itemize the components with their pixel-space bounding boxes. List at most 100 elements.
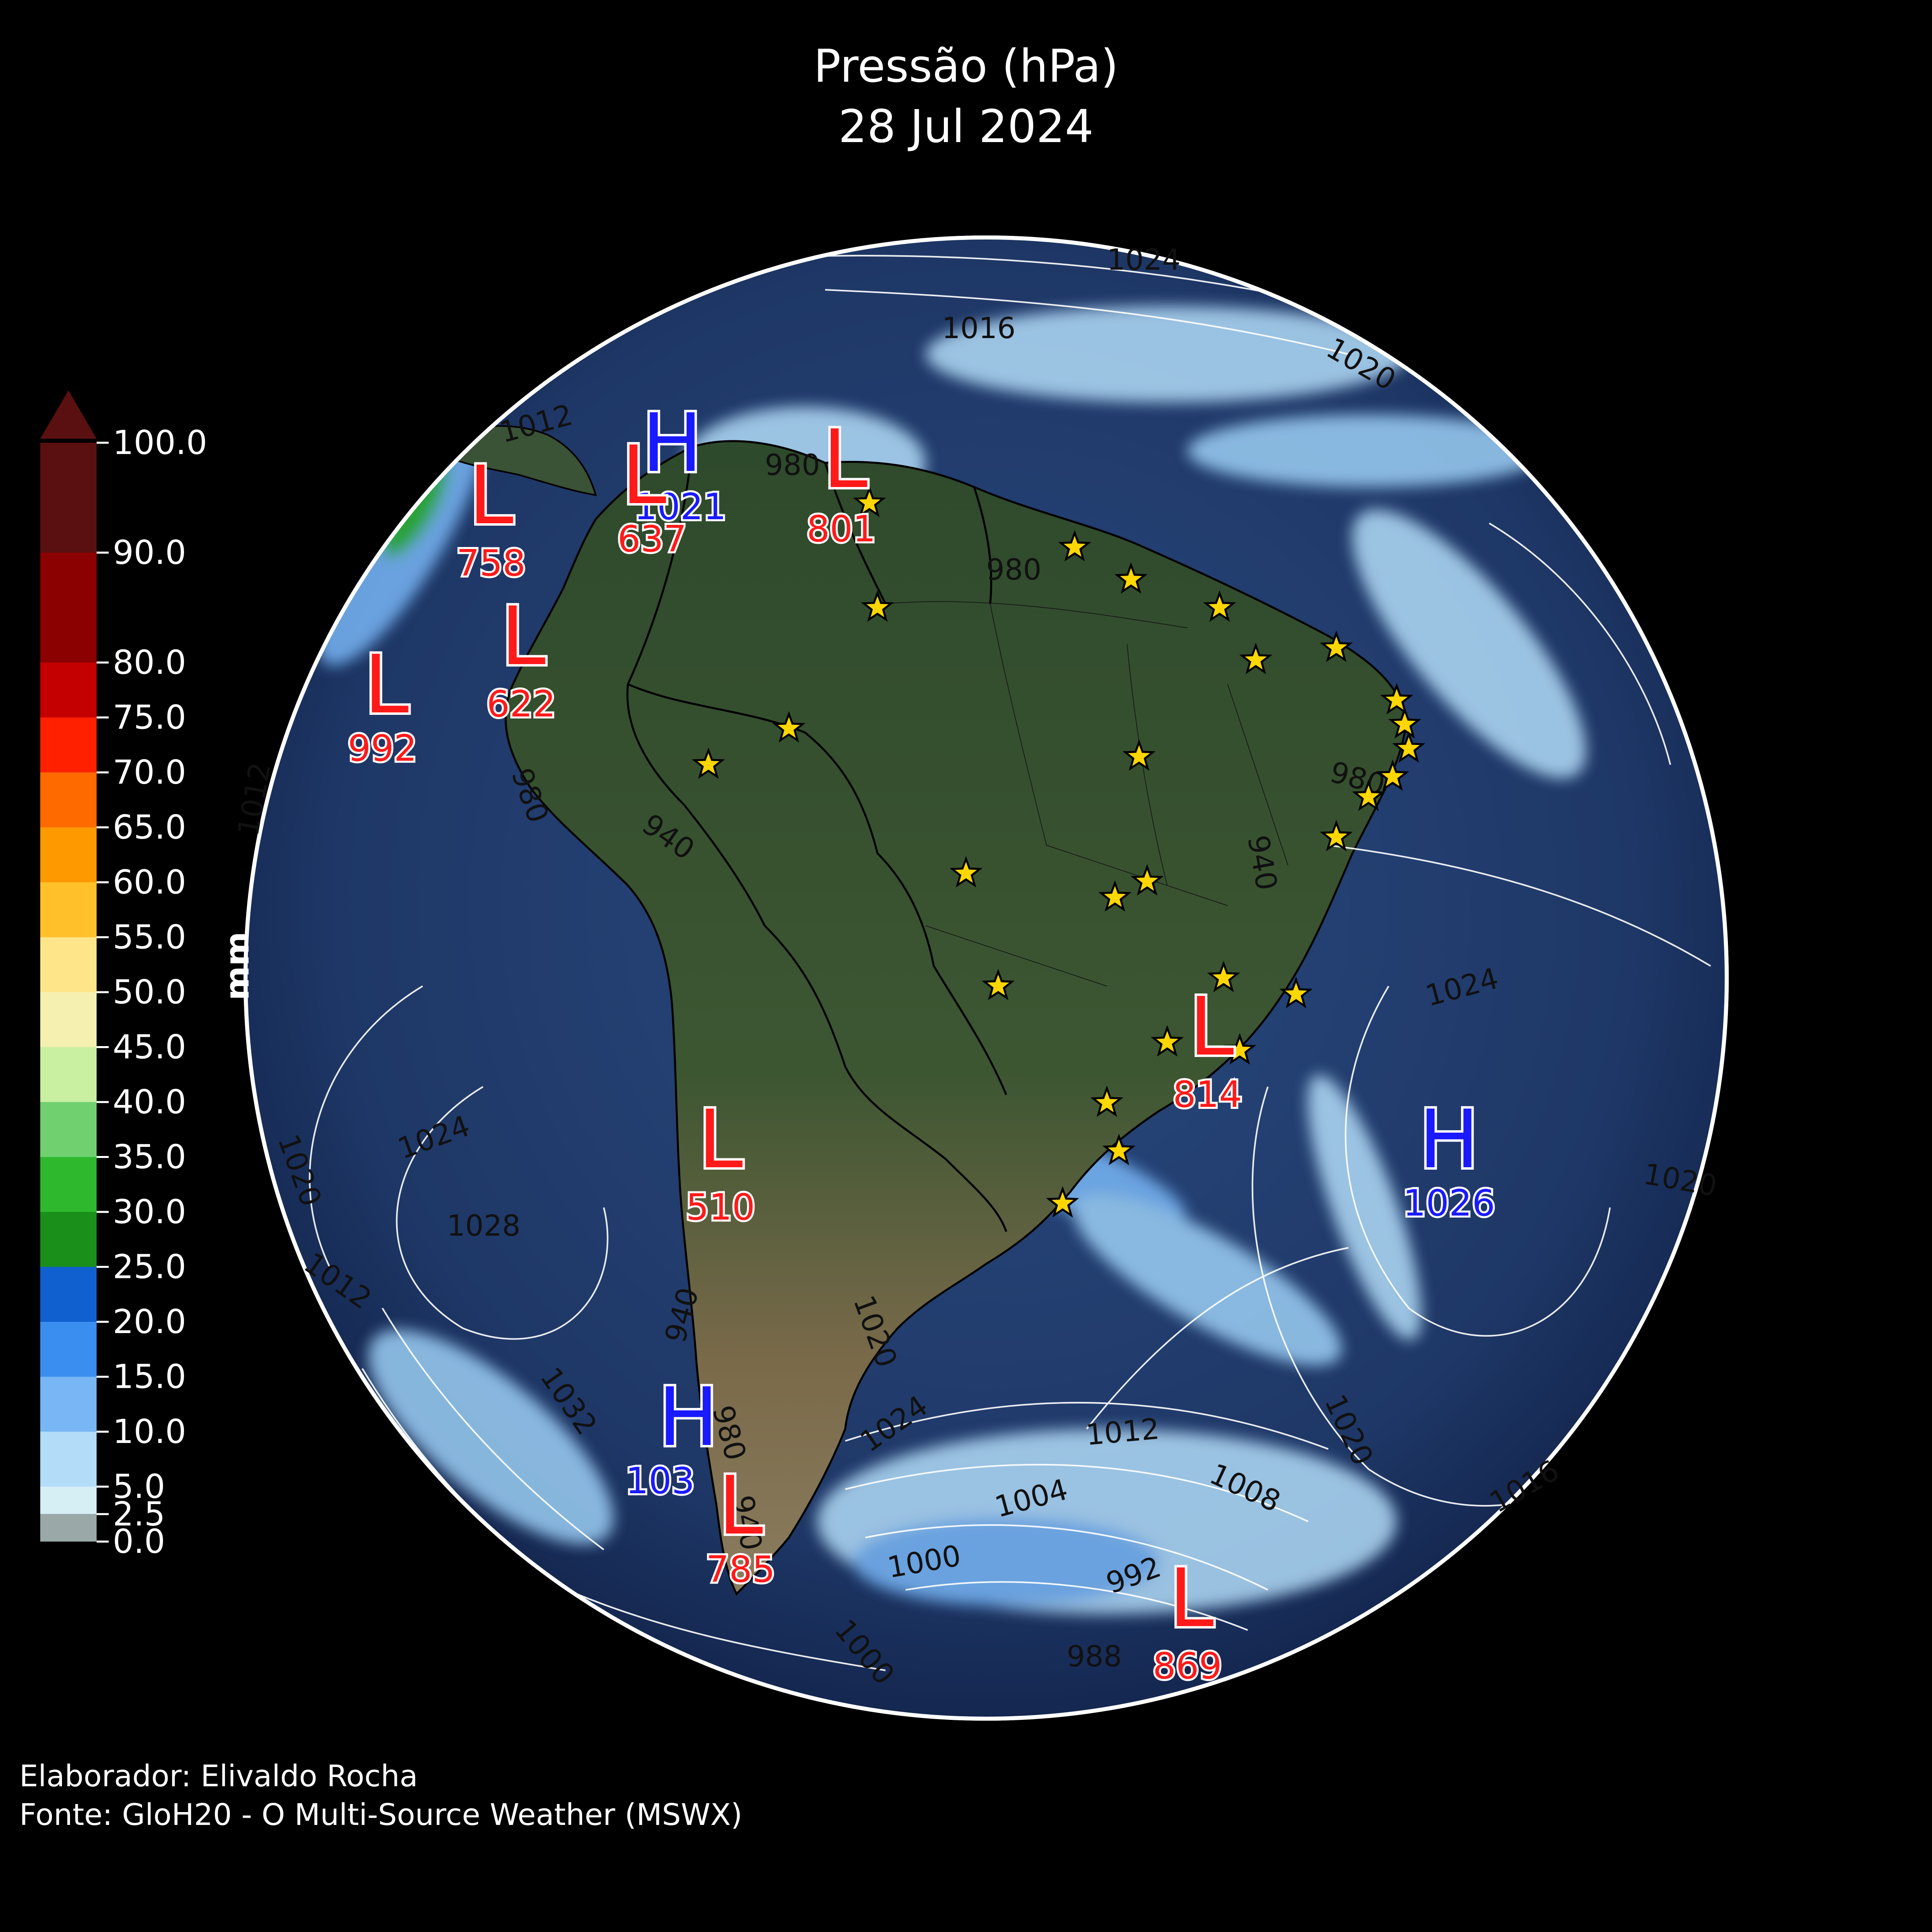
pressure-center-low: L 869 (1151, 1549, 1224, 1689)
colorbar-tick-label: 2.5 (113, 1495, 165, 1534)
colorbar-tick-label: 60.0 (113, 863, 186, 902)
colorbar-tick-label: 5.0 (113, 1468, 165, 1506)
colorbar-tick-label: 20.0 (113, 1303, 186, 1341)
city-star-icon (691, 747, 725, 779)
isobar-label: 1012 (1084, 1412, 1161, 1452)
pressure-center-low: L 510 (684, 1090, 757, 1230)
city-star-icon (1319, 630, 1353, 662)
colorbar-tick-label: 45.0 (113, 1028, 186, 1067)
isobar-label: 1016 (942, 311, 1016, 345)
colorbar-segment (40, 827, 97, 882)
colorbar-segment (40, 882, 97, 937)
isobar-label: 1024 (1107, 243, 1181, 277)
low-symbol: L (1169, 1552, 1214, 1645)
pressure-center-low: L 622 (485, 587, 558, 727)
pressure-value: 510 (686, 1186, 755, 1228)
high-symbol: H (1419, 1093, 1479, 1187)
pressure-value: 1026 (1403, 1182, 1495, 1224)
city-star-icon (772, 711, 806, 743)
colorbar-segment (40, 663, 97, 718)
colorbar-segment (40, 553, 97, 663)
city-star-icon (1090, 1085, 1124, 1117)
colorbar-tick-label: 50.0 (113, 973, 186, 1011)
low-symbol: L (698, 1093, 743, 1187)
colorbar-segments (40, 443, 97, 1542)
city-star-icon (949, 856, 983, 888)
pressure-value: 992 (348, 727, 417, 770)
city-star-icon (1352, 779, 1385, 811)
pressure-center-low: L 992 (346, 636, 419, 772)
colorbar-extend-arrow (40, 390, 97, 439)
pressure-center-low: L 801 (805, 410, 878, 552)
low-symbol: L (718, 1459, 763, 1553)
city-markers (691, 485, 1426, 1218)
colorbar-tick-label: 70.0 (113, 753, 186, 792)
colorbar-segment (40, 443, 97, 553)
city-star-icon (1150, 1025, 1184, 1057)
pressure-center-low: L 637 (615, 426, 689, 562)
isobar-label: 980 (765, 448, 820, 482)
colorbar-segment (40, 1432, 97, 1487)
city-star-icon (1279, 976, 1313, 1008)
globe (244, 235, 1729, 1721)
title-line-1: Pressão (hPa) (813, 40, 1119, 93)
colorbar-segment (40, 717, 97, 772)
colorbar-tick-label: 40.0 (113, 1083, 186, 1121)
high-symbol: H (642, 396, 702, 490)
colorbar-tick-label: 0.0 (113, 1523, 165, 1561)
city-star-icon (981, 968, 1015, 1000)
colorbar-labels: 100.0 90.0 80.0 75.0 70.0 65.0 60.0 55.0 50.0 45.… (97, 424, 207, 1561)
isobar-label: 988 (1067, 1639, 1122, 1673)
isobar-label: 1028 (447, 1209, 520, 1243)
city-star-icon (1046, 1186, 1080, 1218)
city-star-icon (1207, 960, 1241, 992)
city-star-icon (1130, 864, 1164, 896)
low-symbol: L (501, 590, 545, 683)
colorbar-segment (40, 1267, 97, 1322)
city-star-icon (1376, 759, 1410, 791)
city-star-icon (1102, 1133, 1136, 1165)
pressure-center-high: H 103 (623, 1368, 721, 1504)
colorbar-tick-label: 65.0 (113, 809, 186, 847)
city-star-icon (1392, 731, 1426, 763)
pressure-value: 785 (706, 1548, 775, 1591)
colorbar-segment (40, 1212, 97, 1267)
pressure-value: 103 (625, 1460, 695, 1502)
city-star-icon (1098, 880, 1132, 912)
city-star-icon (1319, 819, 1353, 851)
pressure-value: 758 (456, 542, 526, 584)
credits: Elaborador: Elivaldo Rocha Fonte: GloH20… (19, 1757, 742, 1834)
pressure-center-low: L 785 (704, 1457, 777, 1593)
city-star-icon (1058, 530, 1092, 561)
pressure-value: 637 (617, 518, 687, 560)
colorbar-segment (40, 1486, 97, 1514)
country-borders (626, 446, 1007, 1232)
colorbar-tick-label: 35.0 (113, 1138, 186, 1177)
colorbar-tick-label: 15.0 (113, 1358, 186, 1396)
colorbar-tick-label: 25.0 (113, 1248, 186, 1286)
colorbar-segment (40, 1102, 97, 1157)
city-star-icon (1203, 590, 1236, 622)
continent-south-america (504, 440, 1406, 1596)
colorbar-segment (40, 1514, 97, 1542)
city-star-icon (1122, 739, 1156, 771)
pressure-value: 801 (807, 508, 876, 550)
colorbar-tick-label: 30.0 (113, 1193, 186, 1231)
credits-author: Elaborador: Elivaldo Rocha (19, 1759, 418, 1794)
colorbar-tick-label: 10.0 (113, 1413, 186, 1451)
colorbar-segment (40, 1377, 97, 1432)
colorbar-unit: mm (218, 931, 257, 1001)
pressure-center-low: L 814 (1171, 978, 1244, 1118)
colorbar-segment (40, 1157, 97, 1212)
pressure-value: 869 (1153, 1645, 1222, 1687)
colorbar-tick-label: 55.0 (113, 919, 186, 957)
title-line-2: 28 Jul 2024 (838, 101, 1094, 153)
city-star-icon (861, 590, 894, 622)
city-star-icon (852, 485, 886, 517)
colorbar-segment (40, 772, 97, 828)
low-symbol: L (823, 413, 867, 506)
colorbar-segment (40, 937, 97, 992)
pressure-value: 1021 (634, 486, 726, 528)
pressure-center-high: H 1026 (1401, 1090, 1497, 1226)
